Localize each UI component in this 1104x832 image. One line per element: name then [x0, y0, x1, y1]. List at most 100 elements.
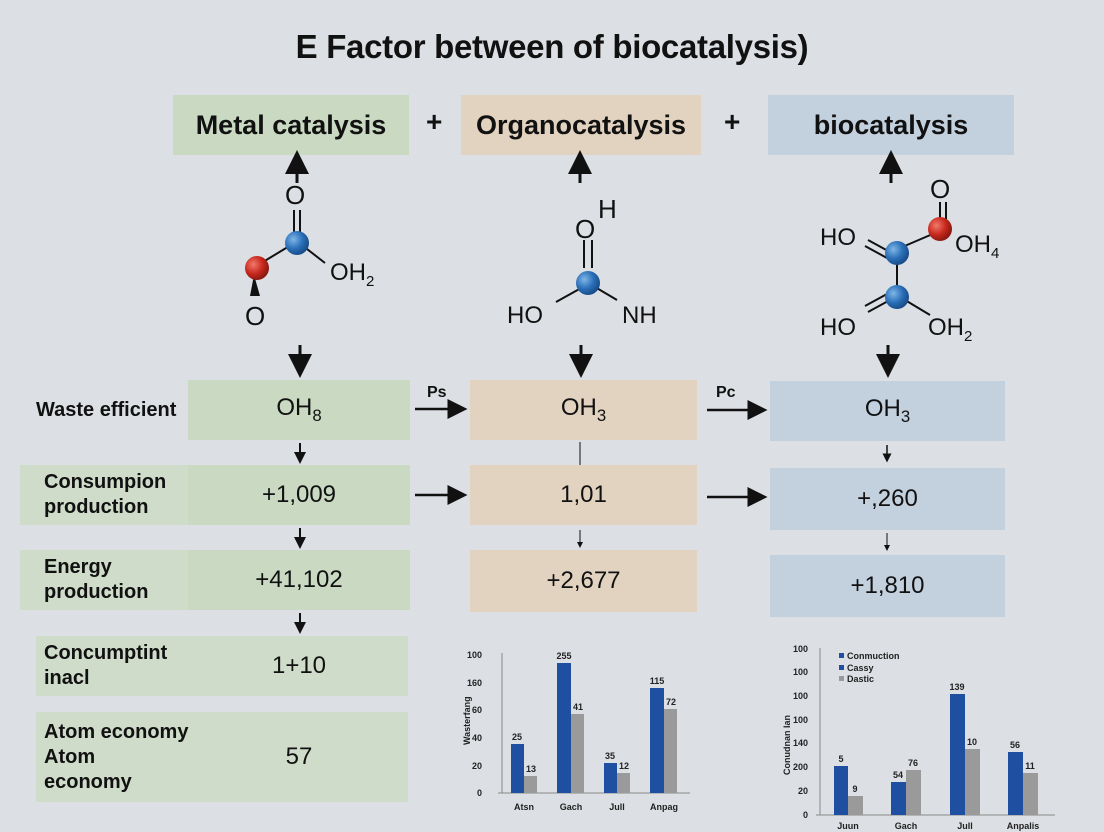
svg-text:HO: HO	[507, 302, 543, 329]
row-label-line: economy	[44, 770, 132, 793]
bar-chart-organocatalysis: 0 20 40 60 160 100 Wasterfang 25 13 255 …	[462, 650, 690, 812]
cell-metal-consumptint: 1+10	[271, 652, 327, 679]
cell-bio-energy: +1,810	[770, 555, 1005, 617]
row-label-text: Waste efficient	[36, 398, 177, 421]
svg-text:0: 0	[803, 810, 808, 820]
svg-text:9: 9	[852, 784, 857, 794]
svg-text:Jull: Jull	[609, 802, 625, 812]
svg-text:76: 76	[908, 758, 918, 768]
svg-text:O: O	[285, 180, 305, 210]
svg-text:40: 40	[472, 733, 482, 743]
svg-text:60: 60	[472, 705, 482, 715]
row-label-line: Atom	[44, 745, 96, 768]
svg-text:12: 12	[619, 761, 629, 771]
svg-text:13: 13	[526, 764, 536, 774]
row-label-energy-production: Energy production	[20, 550, 188, 610]
bio-molecule: O HO OH4 HO OH2	[820, 174, 999, 345]
svg-text:H: H	[598, 194, 617, 224]
svg-text:160: 160	[467, 678, 482, 688]
cell-value: OH	[276, 394, 313, 422]
svg-text:100: 100	[793, 715, 808, 725]
plus-sign: +	[724, 106, 741, 137]
cell-metal-consumption: +1,009	[188, 465, 410, 525]
cell-value: OH	[864, 395, 901, 423]
svg-text:OH2: OH2	[330, 259, 374, 290]
svg-text:72: 72	[666, 697, 676, 707]
cell-metal-waste: OH8	[188, 380, 410, 440]
arrow-label-pc: Pc	[716, 384, 736, 401]
svg-text:100: 100	[467, 650, 482, 660]
svg-text:Jull: Jull	[957, 821, 973, 831]
svg-text:O: O	[930, 174, 950, 204]
svg-text:11: 11	[1025, 761, 1035, 771]
molecule-structures: O O OH2 O H HO NH O HO OH4 HO OH2	[245, 150, 999, 378]
metal-molecule: O O OH2	[245, 180, 374, 331]
cell-metal-energy: +41,102	[188, 550, 410, 610]
svg-text:Dastic: Dastic	[847, 674, 874, 684]
cell-organo-consumption: 1,01	[470, 465, 697, 525]
svg-text:Anpalis: Anpalis	[1007, 821, 1040, 831]
svg-text:115: 115	[650, 676, 665, 686]
svg-text:35: 35	[605, 751, 615, 761]
svg-text:100: 100	[793, 667, 808, 677]
row-label-line: Atom economy	[44, 720, 189, 743]
subscript: 3	[596, 405, 607, 425]
arrow-label-ps: Ps	[427, 384, 447, 401]
svg-text:100: 100	[793, 644, 808, 654]
svg-text:Conmuction: Conmuction	[847, 651, 900, 661]
svg-text:255: 255	[556, 651, 571, 661]
cell-organo-waste: OH3	[470, 380, 697, 440]
organo-molecule: O H HO NH	[507, 194, 657, 329]
cell-metal-atom-economy: 57	[285, 743, 313, 770]
svg-text:OH4: OH4	[955, 231, 999, 262]
row-label-line: production	[44, 581, 149, 603]
header-organocatalysis: Organocatalysis	[461, 95, 701, 155]
svg-text:25: 25	[512, 732, 522, 742]
row-label-line: Concumptint	[44, 642, 168, 664]
row-label-line: production	[44, 496, 149, 518]
svg-text:Wasterfang: Wasterfang	[462, 696, 472, 745]
svg-text:Gach: Gach	[895, 821, 918, 831]
svg-text:10: 10	[967, 737, 977, 747]
cell-value: OH	[560, 394, 597, 422]
cell-organo-energy: +2,677	[470, 550, 697, 612]
svg-text:Anpag: Anpag	[650, 802, 678, 812]
diagram-title: E Factor between of biocatalysis)	[295, 28, 809, 65]
svg-text:140: 140	[793, 738, 808, 748]
cell-bio-waste: OH3	[770, 381, 1005, 441]
svg-text:20: 20	[472, 761, 482, 771]
svg-text:0: 0	[477, 788, 482, 798]
subscript: 8	[312, 405, 322, 425]
row-label-line: inacl	[44, 667, 90, 689]
flow-arrows	[294, 399, 892, 634]
svg-text:200: 200	[793, 762, 808, 772]
svg-text:HO: HO	[820, 314, 856, 341]
svg-text:O: O	[245, 301, 265, 331]
svg-text:O: O	[575, 214, 595, 244]
plus-sign: +	[426, 106, 443, 137]
svg-text:HO: HO	[820, 224, 856, 251]
subscript: 3	[900, 406, 911, 426]
svg-text:139: 139	[949, 682, 964, 692]
row-label-waste-efficient: Waste efficient	[10, 380, 190, 440]
row-label-line: Energy	[44, 556, 112, 578]
row-label-atom-economy: Atom economy Atom economy	[36, 712, 408, 802]
svg-text:5: 5	[838, 754, 843, 764]
row-label-consumptint-inacl: Concumptint inacl	[36, 636, 408, 696]
svg-text:NH: NH	[622, 302, 657, 329]
header-metal-catalysis: Metal catalysis	[173, 95, 409, 155]
cell-bio-consumption: +,260	[770, 468, 1005, 530]
row-label-consumption-production: Consumpion production	[20, 465, 188, 525]
svg-text:54: 54	[893, 770, 903, 780]
svg-text:OH2: OH2	[928, 314, 972, 345]
svg-text:Atsn: Atsn	[514, 802, 534, 812]
svg-text:Cassy: Cassy	[847, 663, 874, 673]
svg-text:41: 41	[573, 702, 583, 712]
svg-text:20: 20	[798, 786, 808, 796]
row-label-line: Consumpion	[44, 471, 167, 493]
bar-chart-biocatalysis: 0 20 200 140 100 100 100 100 Conudnan Ia…	[782, 644, 1055, 831]
svg-text:Gach: Gach	[560, 802, 583, 812]
header-biocatalysis: biocatalysis	[768, 95, 1014, 155]
svg-text:Conudnan Ian: Conudnan Ian	[782, 715, 792, 775]
svg-text:Juun: Juun	[837, 821, 859, 831]
